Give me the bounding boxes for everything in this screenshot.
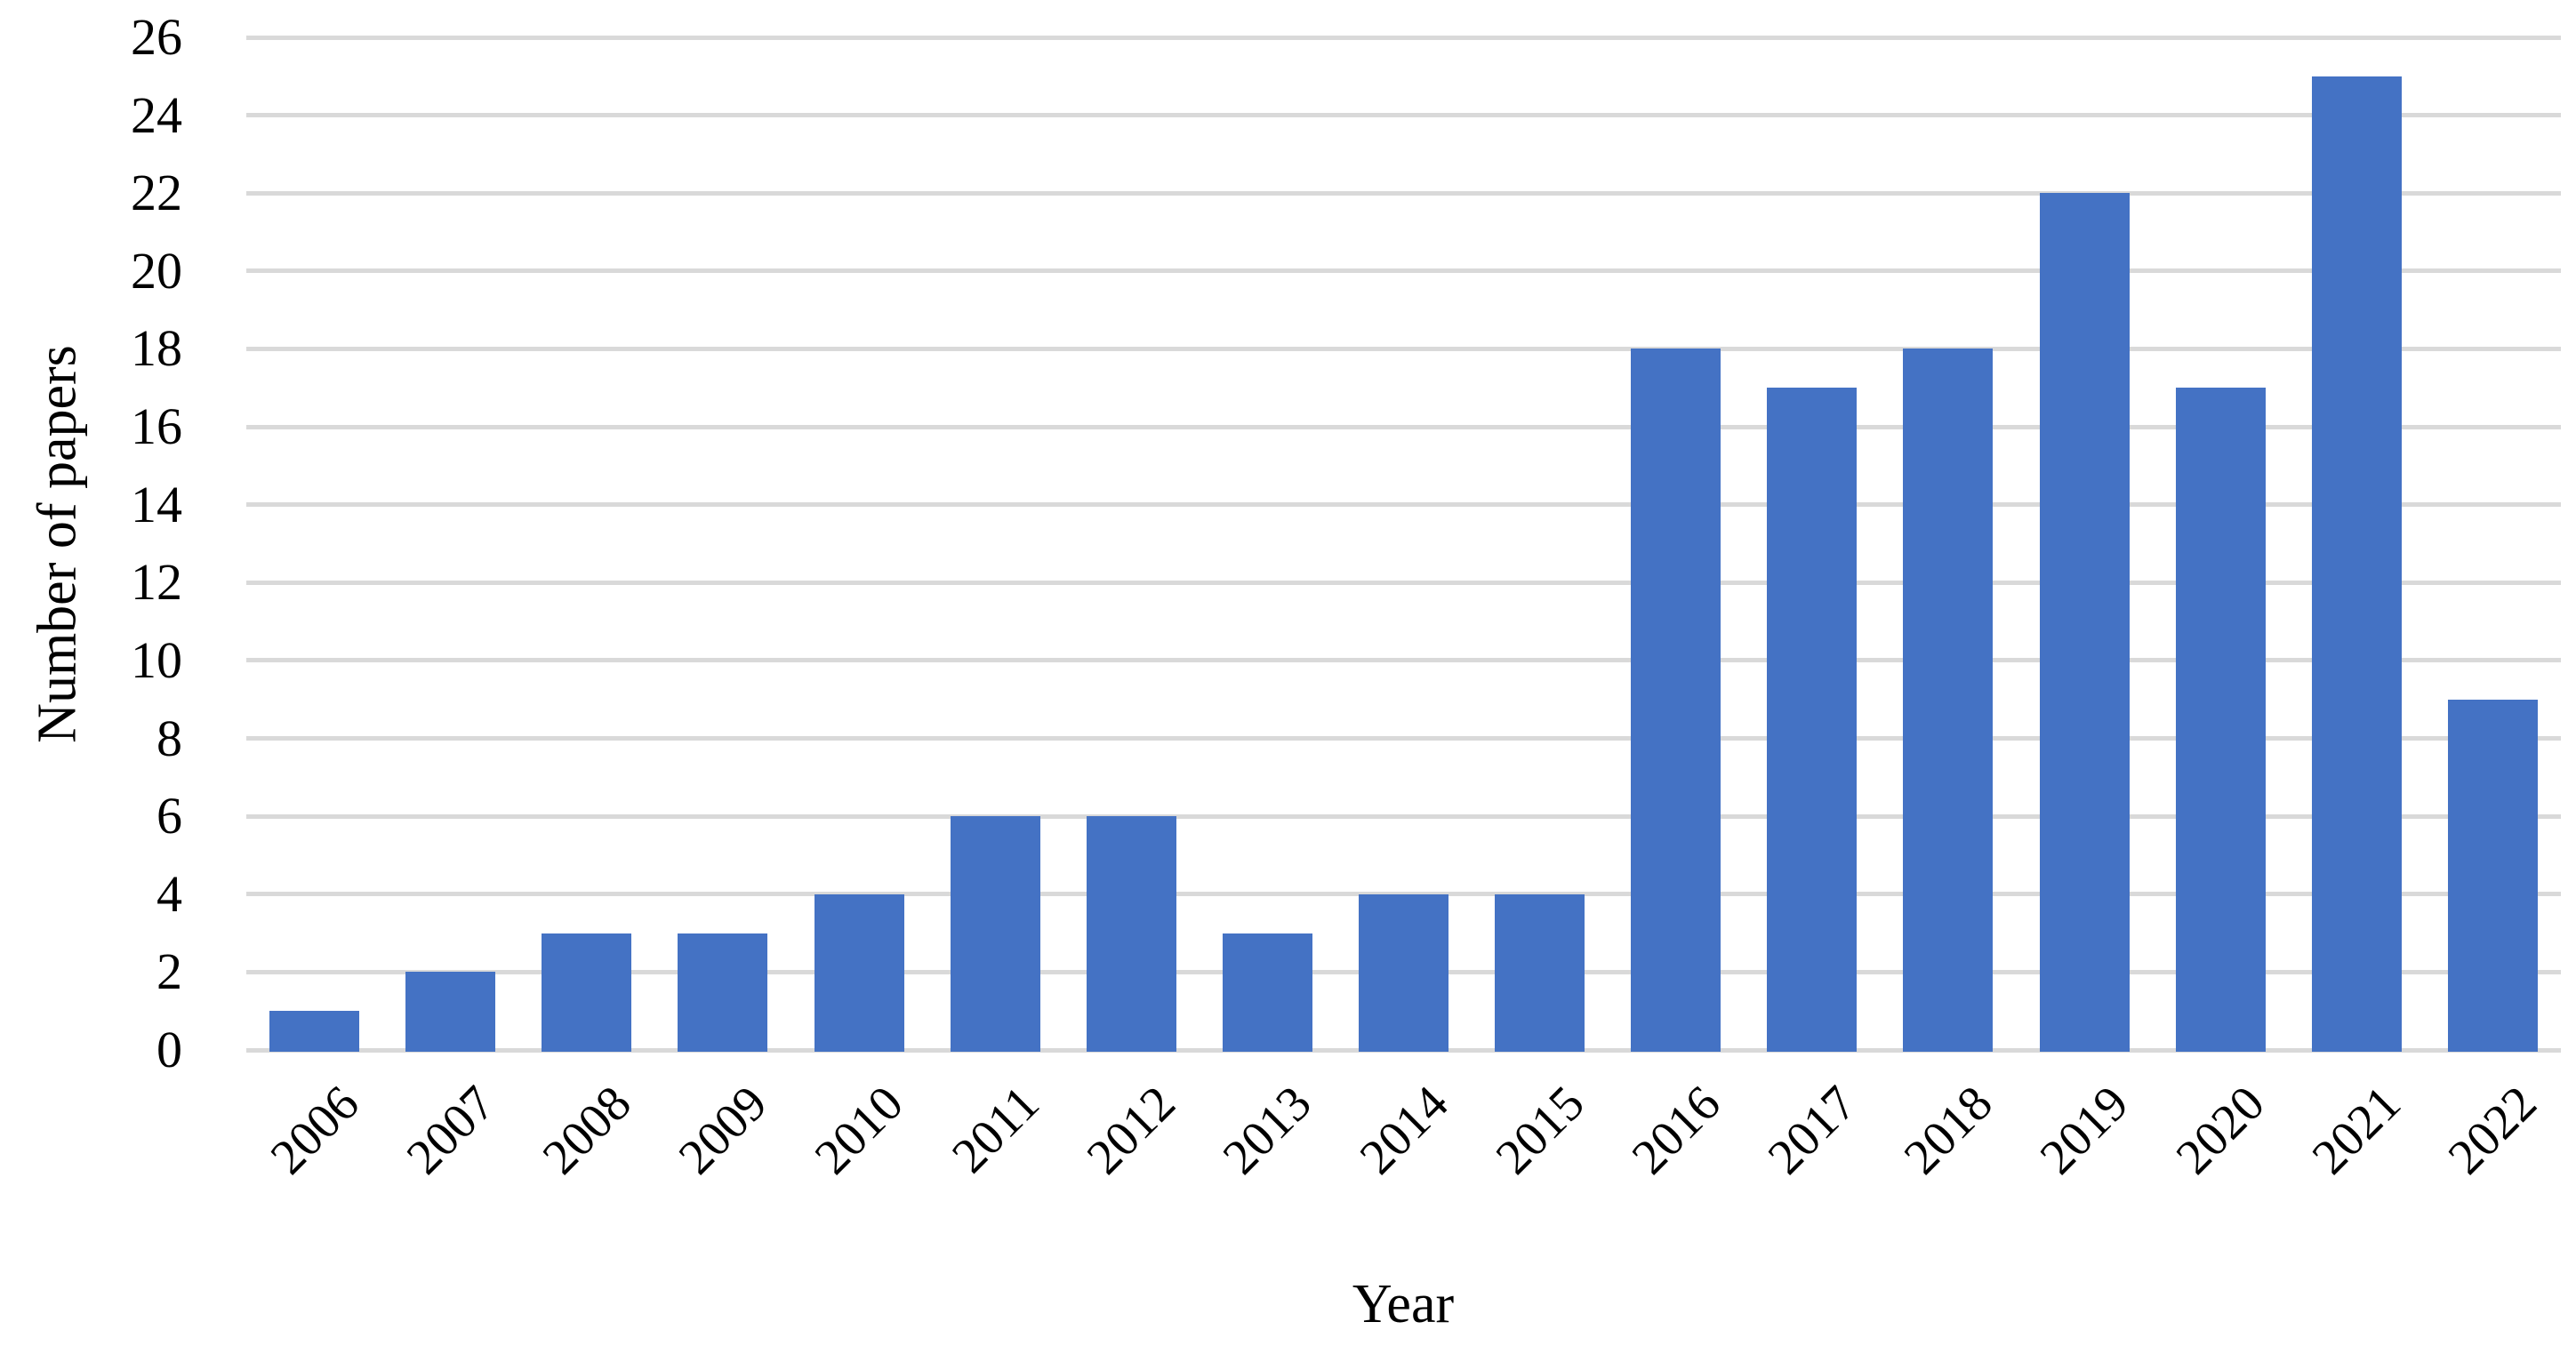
bar-2019	[2040, 193, 2130, 1052]
x-tick-label-2010: 2010	[804, 1075, 914, 1185]
y-tick-label-16: 16	[131, 397, 182, 456]
y-tick-label-6: 6	[156, 787, 182, 845]
bar-2010	[815, 894, 904, 1052]
y-tick-label-12: 12	[131, 553, 182, 612]
bar-2011	[951, 816, 1040, 1052]
gridline-y-10	[246, 658, 2561, 663]
x-tick-label-2009: 2009	[668, 1075, 778, 1185]
x-tick-label-2011: 2011	[942, 1075, 1050, 1184]
y-tick-label-14: 14	[131, 475, 182, 533]
y-tick-label-18: 18	[131, 319, 182, 378]
bar-2007	[405, 972, 495, 1052]
x-tick-label-2020: 2020	[2165, 1075, 2275, 1185]
gridline-y-20	[246, 268, 2561, 274]
x-axis-title: Year	[1352, 1274, 1455, 1334]
bar-2014	[1359, 894, 1448, 1052]
x-tick-label-2018: 2018	[1893, 1075, 2003, 1185]
y-tick-label-4: 4	[156, 864, 182, 923]
bar-2021	[2312, 76, 2402, 1052]
x-tick-label-2016: 2016	[1621, 1075, 1731, 1185]
y-tick-label-26: 26	[131, 8, 182, 66]
y-tick-label-20: 20	[131, 241, 182, 300]
bar-2013	[1223, 933, 1312, 1052]
gridline-y-16	[246, 424, 2561, 429]
x-tick-label-2007: 2007	[396, 1075, 506, 1185]
y-tick-label-10: 10	[131, 630, 182, 689]
gridline-y-18	[246, 346, 2561, 351]
bar-2017	[1767, 388, 1857, 1052]
bar-2016	[1631, 349, 1721, 1052]
gridline-y-24	[246, 113, 2561, 118]
bar-2012	[1087, 816, 1176, 1052]
x-tick-label-2017: 2017	[1757, 1075, 1867, 1185]
x-tick-label-2013: 2013	[1213, 1075, 1323, 1185]
bar-2015	[1495, 894, 1585, 1052]
x-tick-label-2008: 2008	[532, 1075, 642, 1185]
gridline-y-14	[246, 502, 2561, 508]
gridline-y-8	[246, 736, 2561, 741]
x-tick-label-2012: 2012	[1076, 1075, 1186, 1185]
bar-2006	[269, 1011, 359, 1052]
bar-2008	[542, 933, 631, 1052]
bar-2022	[2448, 700, 2538, 1052]
gridline-y-26	[246, 35, 2561, 40]
bar-2018	[1903, 349, 1993, 1052]
gridline-y-6	[246, 813, 2561, 819]
x-tick-label-2015: 2015	[1485, 1075, 1595, 1185]
x-tick-label-2022: 2022	[2438, 1075, 2548, 1185]
y-tick-label-22: 22	[131, 164, 182, 222]
y-tick-label-24: 24	[131, 85, 182, 144]
x-tick-label-2021: 2021	[2302, 1075, 2412, 1185]
gridline-y-12	[246, 580, 2561, 585]
x-tick-label-2014: 2014	[1349, 1075, 1459, 1185]
gridline-y-4	[246, 892, 2561, 897]
bar-2020	[2176, 388, 2266, 1052]
x-tick-label-2019: 2019	[2029, 1075, 2139, 1185]
y-tick-label-8: 8	[156, 709, 182, 767]
gridline-y-22	[246, 190, 2561, 196]
x-tick-label-2006: 2006	[260, 1075, 370, 1185]
y-tick-label-0: 0	[156, 1021, 182, 1078]
plot-area	[246, 35, 2561, 1053]
bar-2009	[678, 933, 767, 1052]
y-tick-label-2: 2	[156, 942, 182, 1001]
